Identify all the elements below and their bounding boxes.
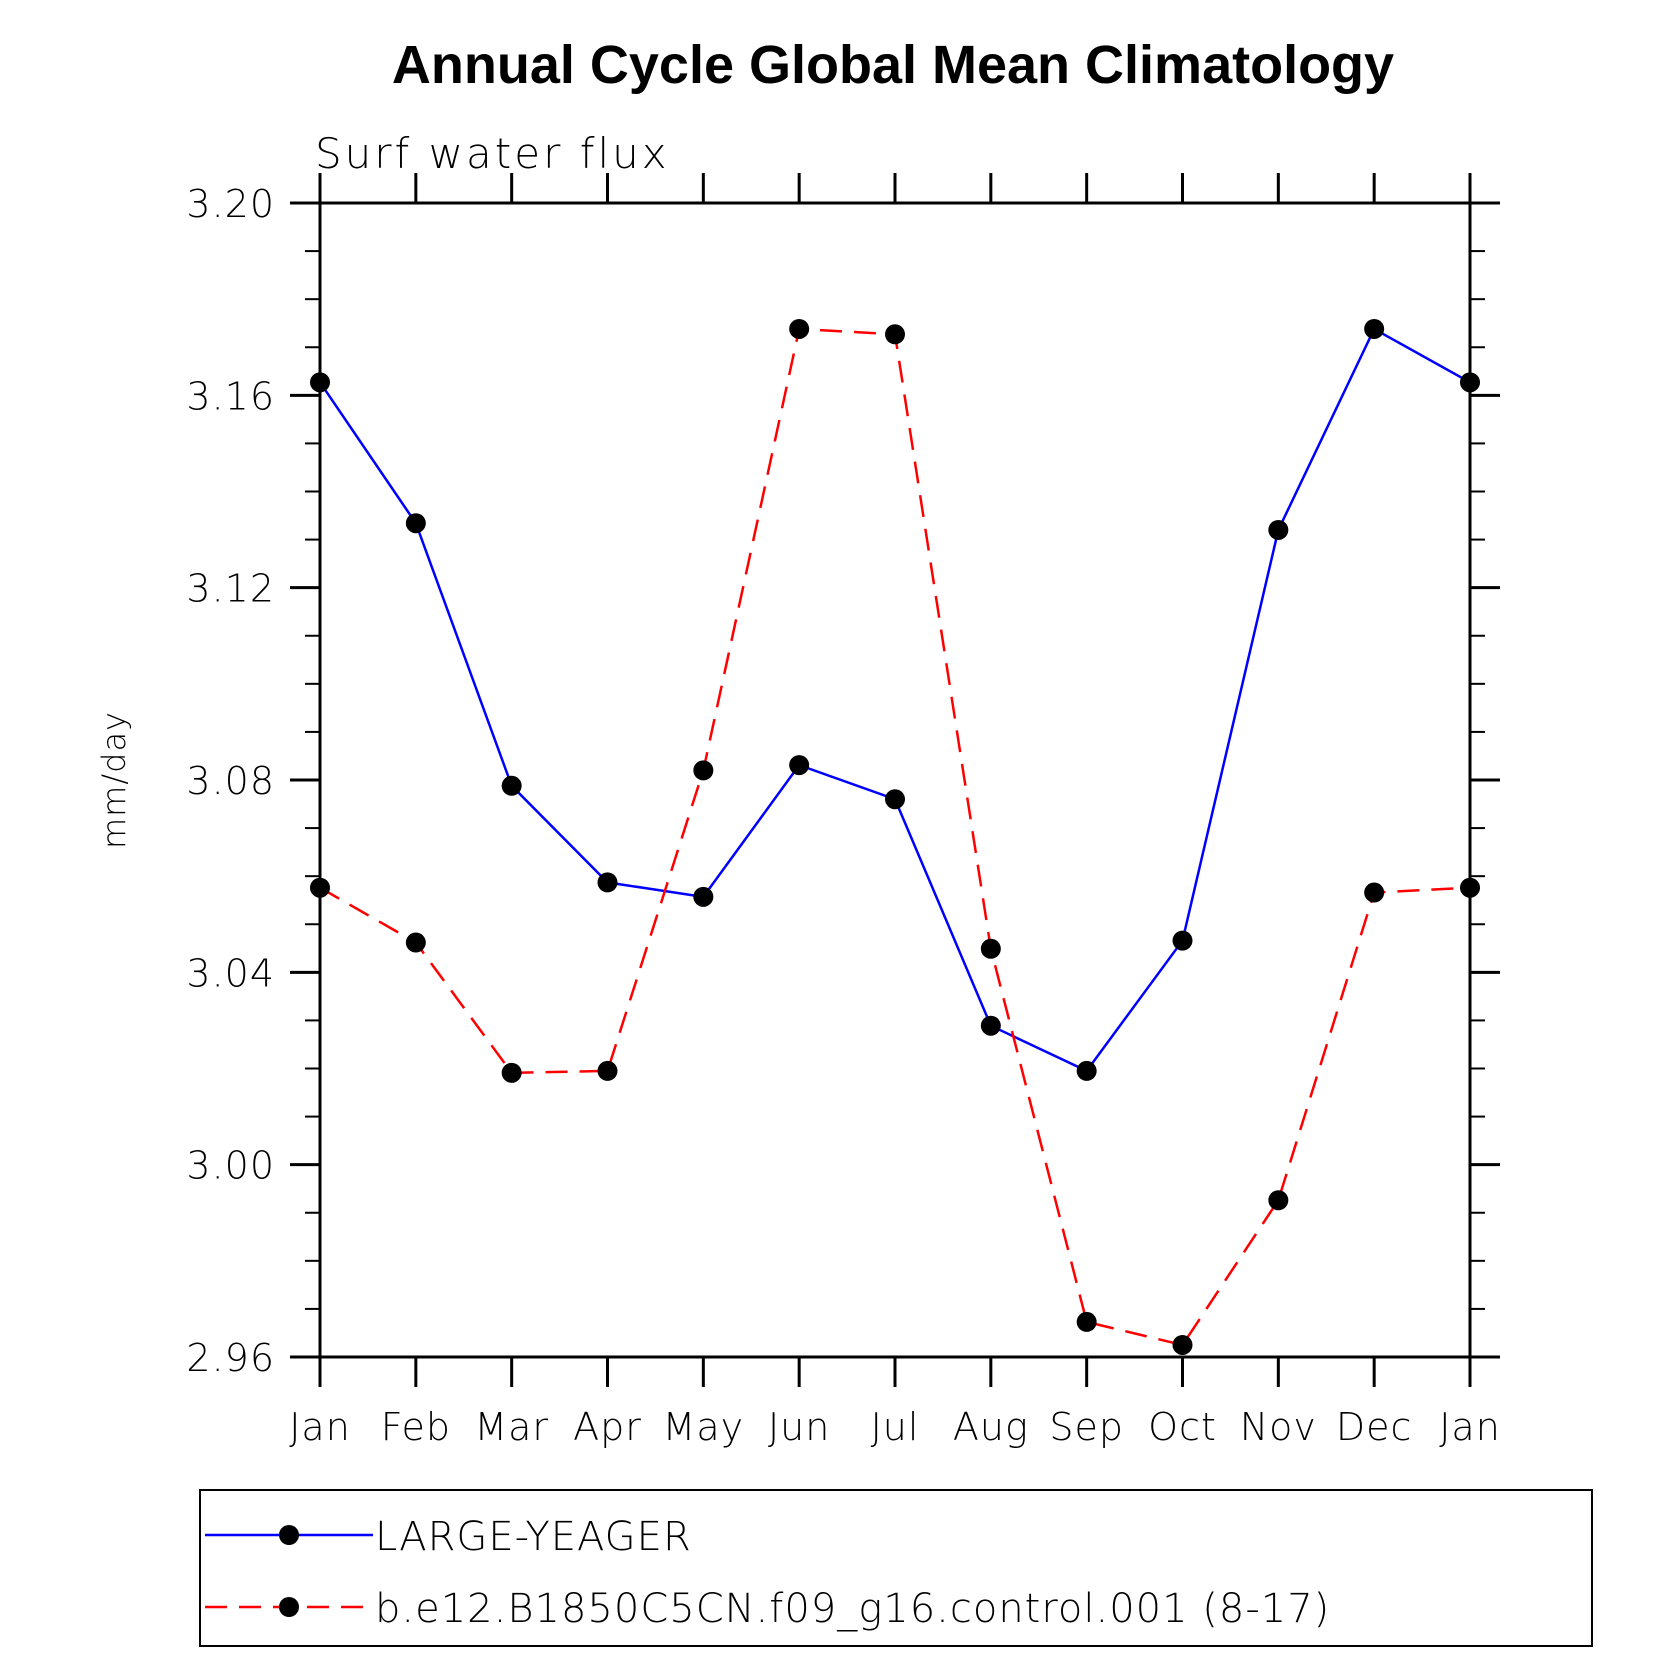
data-point-0-10 — [1268, 519, 1289, 540]
x-tick-label: Oct — [1148, 1405, 1217, 1449]
data-point-0-7 — [980, 1015, 1001, 1036]
y-tick-label: 3.08 — [186, 759, 275, 803]
legend-marker-large-yeager — [279, 1525, 299, 1545]
data-point-0-8 — [1076, 1060, 1097, 1081]
data-point-1-12 — [1460, 877, 1480, 898]
series-layer — [310, 318, 1480, 1355]
x-tick-label: Jul — [871, 1405, 920, 1449]
data-point-1-5 — [789, 318, 810, 339]
data-point-0-1 — [405, 513, 426, 534]
data-point-0-4 — [693, 886, 714, 907]
data-point-1-1 — [405, 932, 426, 953]
x-tick-label: Feb — [381, 1405, 451, 1449]
x-tick-label: Jan — [289, 1405, 351, 1449]
data-point-1-0 — [310, 877, 330, 898]
x-tick-label: Jun — [768, 1405, 830, 1449]
y-tick-label: 3.16 — [186, 374, 275, 418]
x-tick-label: Nov — [1240, 1405, 1317, 1449]
y-tick-label: 3.20 — [186, 182, 275, 226]
x-tick-label: May — [663, 1405, 745, 1449]
x-tick-label: Aug — [953, 1405, 1029, 1449]
data-point-1-10 — [1268, 1190, 1289, 1211]
data-point-0-9 — [1172, 930, 1193, 951]
data-point-0-5 — [789, 755, 810, 776]
series-line-1 — [319, 327, 1471, 1347]
data-point-1-6 — [885, 324, 905, 345]
series-line-0 — [318, 327, 1471, 1073]
data-point-1-4 — [693, 760, 714, 781]
plot-frame — [318, 201, 1472, 1359]
x-tick-label: Mar — [474, 1405, 549, 1449]
data-point-1-9 — [1172, 1334, 1193, 1355]
y-axis-label: mm/day — [95, 711, 133, 849]
data-point-1-2 — [501, 1062, 522, 1083]
data-point-1-11 — [1364, 882, 1385, 903]
x-tick-label: Dec — [1336, 1405, 1413, 1449]
x-tick-label: Apr — [573, 1405, 642, 1449]
axes-layer: 3.20 3.16 3.12 3.08 3.04 3.00 2.96 Jan Feb Mar Apr… — [186, 173, 1500, 1449]
x-tick-label: Jan — [1439, 1405, 1501, 1449]
data-point-0-12 — [1460, 372, 1480, 393]
y-tick-label: 2.96 — [186, 1336, 275, 1380]
y-tick-label: 3.00 — [186, 1144, 275, 1188]
data-point-0-3 — [597, 872, 618, 893]
data-point-0-6 — [885, 789, 905, 810]
legend: LARGE-YEAGER b.e12.B1850C5CN.f09_g16.con… — [199, 1489, 1593, 1647]
data-point-0-0 — [310, 372, 330, 393]
data-point-0-2 — [501, 775, 522, 796]
data-point-1-7 — [980, 938, 1001, 959]
legend-label-large-yeager: LARGE-YEAGER — [375, 1514, 692, 1560]
legend-label-control: b.e12.B1850C5CN.f09_g16.control.001 (8-1… — [375, 1586, 1330, 1632]
chart-subtitle: Surf water flux — [315, 129, 670, 178]
y-tick-label: 3.12 — [186, 567, 275, 611]
y-tick-label: 3.04 — [186, 951, 275, 995]
x-tick-label: Sep — [1049, 1405, 1124, 1449]
legend-box — [199, 1489, 1593, 1647]
data-point-1-8 — [1076, 1311, 1097, 1332]
chart-title: Annual Cycle Global Mean Climatology — [392, 35, 1394, 95]
data-point-0-11 — [1364, 318, 1385, 339]
data-point-1-3 — [597, 1060, 618, 1081]
legend-marker-control — [279, 1597, 299, 1617]
